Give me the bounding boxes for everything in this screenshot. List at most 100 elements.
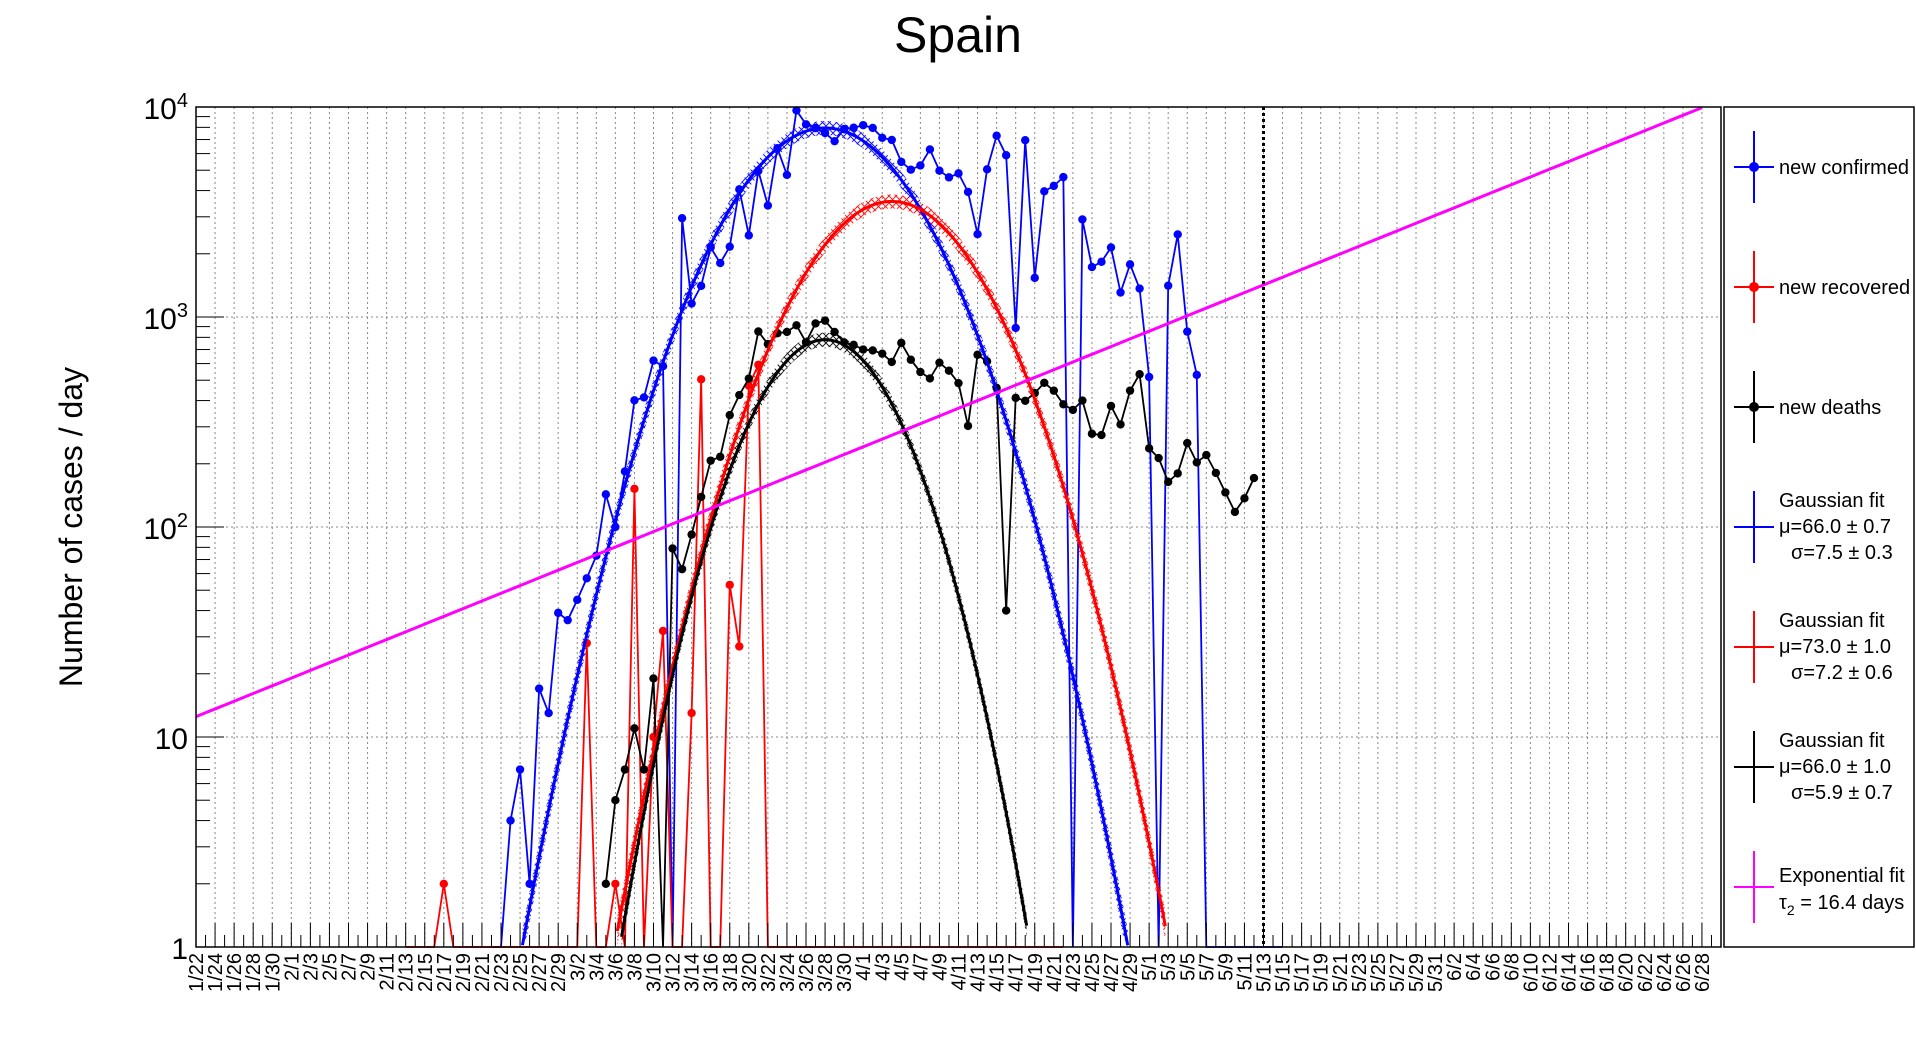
data-point [992, 131, 1001, 140]
data-point [649, 674, 658, 683]
x-tick-label: 3/28 [815, 953, 837, 992]
data-point [1087, 262, 1097, 272]
data-point [1068, 405, 1078, 415]
data-point [925, 145, 935, 154]
data-point [1049, 386, 1059, 395]
data-point [1040, 187, 1049, 196]
data-point [1144, 372, 1154, 382]
legend-label: new deaths [1779, 397, 1881, 419]
data-point [1230, 507, 1240, 517]
y-axis-label: Number of cases / day [53, 367, 89, 687]
x-tick-label: 4/11 [949, 953, 971, 990]
data-point [1001, 151, 1011, 160]
data-point [1125, 260, 1135, 269]
x-tick-label: 4/27 [1101, 953, 1123, 992]
data-point [792, 106, 801, 115]
data-point [658, 626, 668, 636]
data-point [573, 595, 582, 605]
data-point [716, 258, 725, 268]
data-point [630, 396, 639, 405]
data-point [1192, 370, 1201, 380]
series-line [491, 108, 1283, 948]
data-point [1116, 420, 1125, 429]
x-tick-label: 4/7 [910, 953, 932, 981]
fit-curve [520, 126, 1130, 946]
x-tick-label: 4/17 [1006, 953, 1028, 992]
data-point [1011, 323, 1020, 333]
data-point [820, 128, 830, 138]
x-tick-label: 5/5 [1177, 953, 1199, 981]
data-point [601, 879, 611, 888]
x-tick-label: 5/23 [1349, 953, 1371, 992]
x-tick-label: 3/18 [720, 953, 742, 992]
x-tick-label: 1/24 [205, 953, 227, 992]
data-point [973, 230, 982, 239]
x-tick-label: 6/16 [1578, 953, 1600, 992]
data-point [897, 157, 906, 167]
x-tick-label: 3/2 [567, 953, 589, 981]
data-point [944, 173, 954, 182]
data-point [515, 765, 525, 774]
data-point [696, 492, 706, 502]
x-tick-label: 6/2 [1444, 953, 1466, 981]
x-tick-label: 4/19 [1025, 953, 1047, 992]
x-tick-label: 3/4 [586, 953, 608, 981]
data-point [868, 123, 877, 133]
x-tick-label: 6/26 [1673, 953, 1695, 992]
data-point [916, 161, 925, 170]
x-tick-label: 4/25 [1082, 953, 1104, 992]
axes: 1101021031041/221/241/261/281/302/12/32/… [53, 90, 1722, 992]
data-point [630, 724, 639, 733]
x-tick-label: 6/24 [1654, 953, 1676, 992]
x-tick-label: 5/21 [1330, 953, 1352, 992]
data-point [601, 490, 611, 499]
x-tick-label: 6/28 [1692, 953, 1714, 992]
data-point [544, 708, 553, 718]
data-point [630, 484, 639, 494]
data-point [1040, 378, 1049, 388]
x-tick-label: 3/6 [605, 953, 627, 981]
data-point [1211, 468, 1221, 478]
data-point [735, 390, 744, 400]
data-point [439, 879, 449, 888]
data-point [963, 187, 973, 197]
x-tick-label: 5/9 [1215, 953, 1237, 981]
data-point [1249, 473, 1259, 483]
data-point [1021, 396, 1030, 405]
data-point [792, 321, 801, 330]
y-tick-label: 104 [144, 90, 189, 126]
data-point [716, 452, 725, 461]
data-point [1087, 429, 1097, 438]
legend-label: μ=66.0 ± 1.0 [1779, 756, 1891, 778]
data-point [1106, 401, 1116, 411]
legend-label: Gaussian fit [1779, 730, 1885, 752]
legend-marker-dot [1749, 282, 1759, 292]
x-tick-label: 5/7 [1196, 953, 1218, 981]
x-tick-label: 5/13 [1254, 953, 1276, 992]
data-point [1163, 281, 1173, 290]
data-point [887, 357, 896, 367]
legend-label: new confirmed [1779, 157, 1909, 179]
data-point [830, 136, 839, 146]
x-tick-label: 6/22 [1635, 953, 1657, 992]
data-point [1183, 438, 1192, 448]
data-point [620, 765, 630, 774]
data-point [706, 456, 715, 465]
data-point [677, 213, 687, 223]
x-tick-label: 5/31 [1425, 953, 1447, 992]
x-tick-label: 6/18 [1597, 953, 1619, 992]
x-tick-label: 1/30 [262, 953, 284, 992]
x-tick-label: 5/11 [1234, 953, 1256, 990]
x-tick-label: 3/8 [624, 953, 646, 981]
data-point [668, 544, 677, 553]
data-point [963, 421, 973, 431]
data-point [1001, 606, 1011, 615]
x-tick-label: 4/1 [853, 953, 875, 981]
data-point [1021, 136, 1030, 145]
data-point [1078, 396, 1087, 405]
data-point [1116, 288, 1125, 297]
legend-label: Gaussian fit [1779, 490, 1885, 512]
y-tick-label: 1 [171, 933, 188, 966]
x-tick-label: 6/6 [1482, 953, 1504, 981]
data-point [725, 580, 734, 590]
